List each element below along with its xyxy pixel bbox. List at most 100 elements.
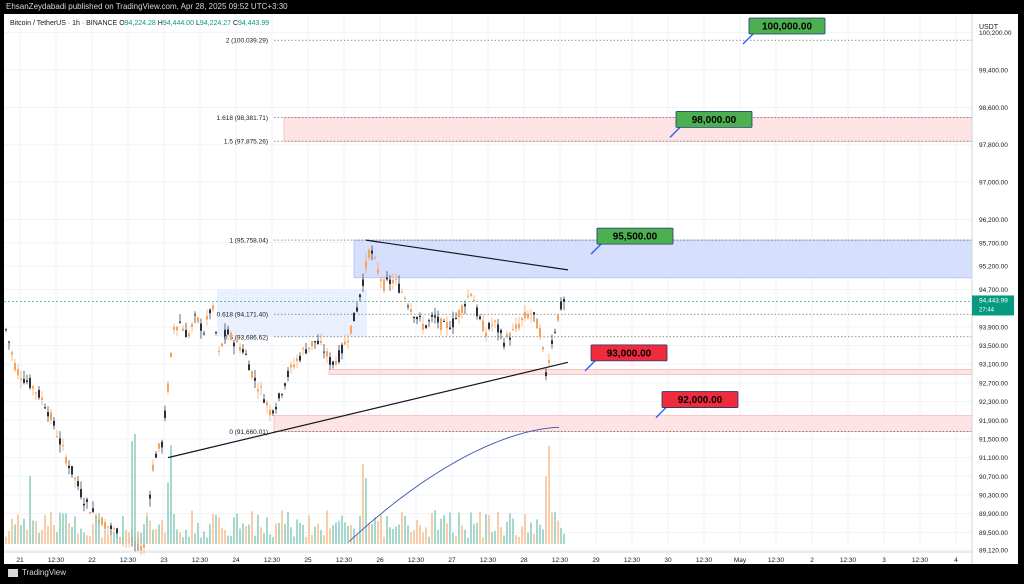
volume-bar (92, 523, 94, 544)
zone-resistance[interactable] (283, 117, 973, 142)
volume-bar (155, 528, 157, 544)
candle-body (143, 544, 145, 548)
candle-body (104, 522, 106, 529)
volume-bar (8, 530, 10, 544)
candle-body (77, 481, 79, 487)
volume-bar (401, 511, 403, 544)
resistance-trendline[interactable] (365, 239, 569, 271)
volume-bar (188, 536, 190, 544)
volume-bar (563, 533, 565, 544)
candle-body (251, 371, 253, 378)
volume-bar (374, 517, 376, 544)
volume-bar (557, 520, 559, 544)
candle-body (254, 377, 256, 381)
volume-bar (494, 530, 496, 544)
fib-label: 1.618 (98,381.71) (217, 115, 268, 122)
volume-bar (446, 523, 448, 544)
candle-body (23, 378, 25, 383)
ohlc-close: 94,443.99 (238, 20, 270, 27)
candle-body (458, 310, 460, 317)
candle-body (221, 343, 223, 347)
zone-supply[interactable] (353, 239, 973, 279)
volume-bar (299, 522, 301, 544)
volume-bar (224, 529, 226, 544)
time-axis[interactable]: 21 12:30 22 12:30 23 12:30 24 12:30 25 12:30 26 12:… (4, 551, 972, 564)
volume-bar (65, 513, 67, 544)
chart-window[interactable]: 2 (100,039.29) 1.618 (98,381.71) 1.5 (97,8… (4, 14, 1018, 564)
volume-bar (242, 523, 244, 544)
target-box[interactable] (590, 344, 668, 362)
candle-body (359, 294, 361, 298)
candle-body (92, 508, 94, 512)
candle-body (416, 316, 418, 320)
price-tick-label: 99,400.00 (979, 68, 1008, 75)
candle-body (479, 316, 481, 320)
price-axis[interactable]: 100,200.00 99,400.00 98,600.00 97,800.00 97,… (971, 14, 1014, 564)
volume-bar (497, 512, 499, 544)
candle-body (50, 412, 52, 421)
candle-body (164, 410, 166, 418)
candle-body (353, 312, 355, 322)
price-tick-label: 89,900.00 (979, 511, 1008, 518)
candle-body (32, 386, 34, 389)
candle-body (389, 279, 391, 284)
volume-bar (518, 536, 520, 544)
support-trendline[interactable] (167, 361, 569, 459)
time-tick-label: 12:30 (336, 557, 353, 564)
candle-body (17, 369, 19, 376)
volume-bar (386, 515, 388, 544)
volume-bar (140, 532, 142, 544)
volume-bar (293, 536, 295, 544)
candle-body (8, 341, 10, 343)
candle-body (68, 465, 70, 469)
price-tick-label: 97,000.00 (979, 180, 1008, 187)
target-box[interactable] (596, 227, 674, 245)
candle-body (191, 324, 193, 327)
volume-bar (26, 529, 28, 544)
price-tick-label: 100,200.00 (979, 30, 1012, 37)
zone-support[interactable] (328, 369, 973, 375)
candle-body (83, 503, 85, 506)
candle-body (563, 298, 565, 302)
candle-body (365, 260, 367, 269)
candle-body (341, 344, 343, 354)
volume-bar (260, 527, 262, 544)
candle-body (26, 380, 28, 383)
candle-body (449, 327, 451, 329)
target-label: 93,000.00 (607, 348, 652, 359)
volume-bar (284, 523, 286, 544)
candle-body (500, 330, 502, 334)
candle-body (314, 341, 316, 343)
price-chart[interactable]: 2 (100,039.29) 1.618 (98,381.71) 1.5 (97,8… (4, 14, 1018, 564)
target-box[interactable] (675, 111, 753, 128)
target-box[interactable] (748, 17, 826, 35)
volume-bar (23, 518, 25, 544)
candle-body (548, 359, 550, 363)
zone-support[interactable] (273, 415, 973, 432)
volume-bar (47, 526, 49, 544)
candle-body (218, 350, 220, 352)
candle-body (248, 364, 250, 371)
volume-bar (86, 535, 88, 544)
candle-body (95, 515, 97, 521)
volume-bar (359, 515, 361, 544)
price-tick-label: 93,500.00 (979, 343, 1008, 350)
candles (5, 245, 565, 556)
candle-body (29, 377, 31, 388)
volume-bar (443, 515, 445, 544)
volume-bar (329, 528, 331, 544)
target-box[interactable] (661, 391, 739, 408)
time-tick-label: 24 (232, 557, 240, 564)
volume-bar (524, 514, 526, 544)
volume-bar (491, 532, 493, 544)
volume-bar (353, 528, 355, 544)
candle-body (398, 283, 400, 293)
time-tick-label: 2 (810, 557, 814, 564)
volume-bar (101, 537, 103, 544)
volume-bar (125, 529, 127, 544)
volume-bar (14, 524, 16, 544)
volume-bar (560, 527, 562, 544)
volume-bar (50, 511, 52, 544)
candle-body (167, 383, 169, 392)
candle-body (293, 364, 295, 368)
